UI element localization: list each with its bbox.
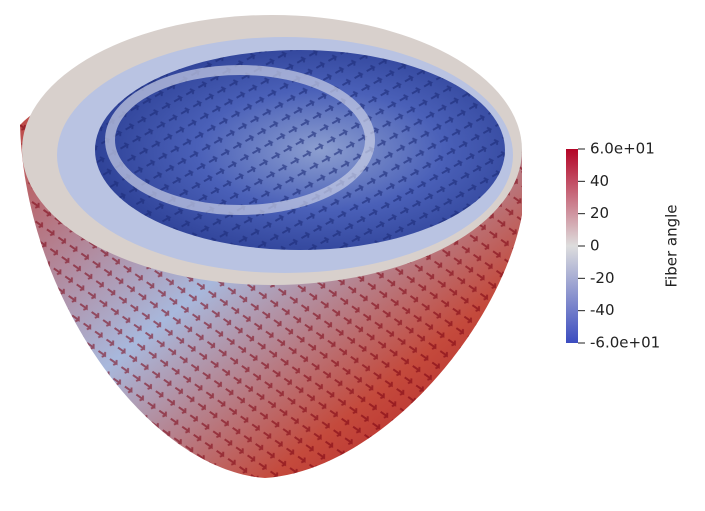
tick-label: 6.0e+01 <box>590 140 655 158</box>
heart-render <box>20 15 522 478</box>
tick-label: -40 <box>590 301 615 319</box>
colorbar <box>566 149 578 343</box>
tick-label: -20 <box>590 269 615 287</box>
tick-label: -6.0e+01 <box>590 334 660 352</box>
tick-label: 40 <box>590 172 609 190</box>
colorbar-title: Fiber angle <box>663 204 681 287</box>
tick-label: 20 <box>590 204 609 222</box>
tick-label: 0 <box>590 237 600 255</box>
